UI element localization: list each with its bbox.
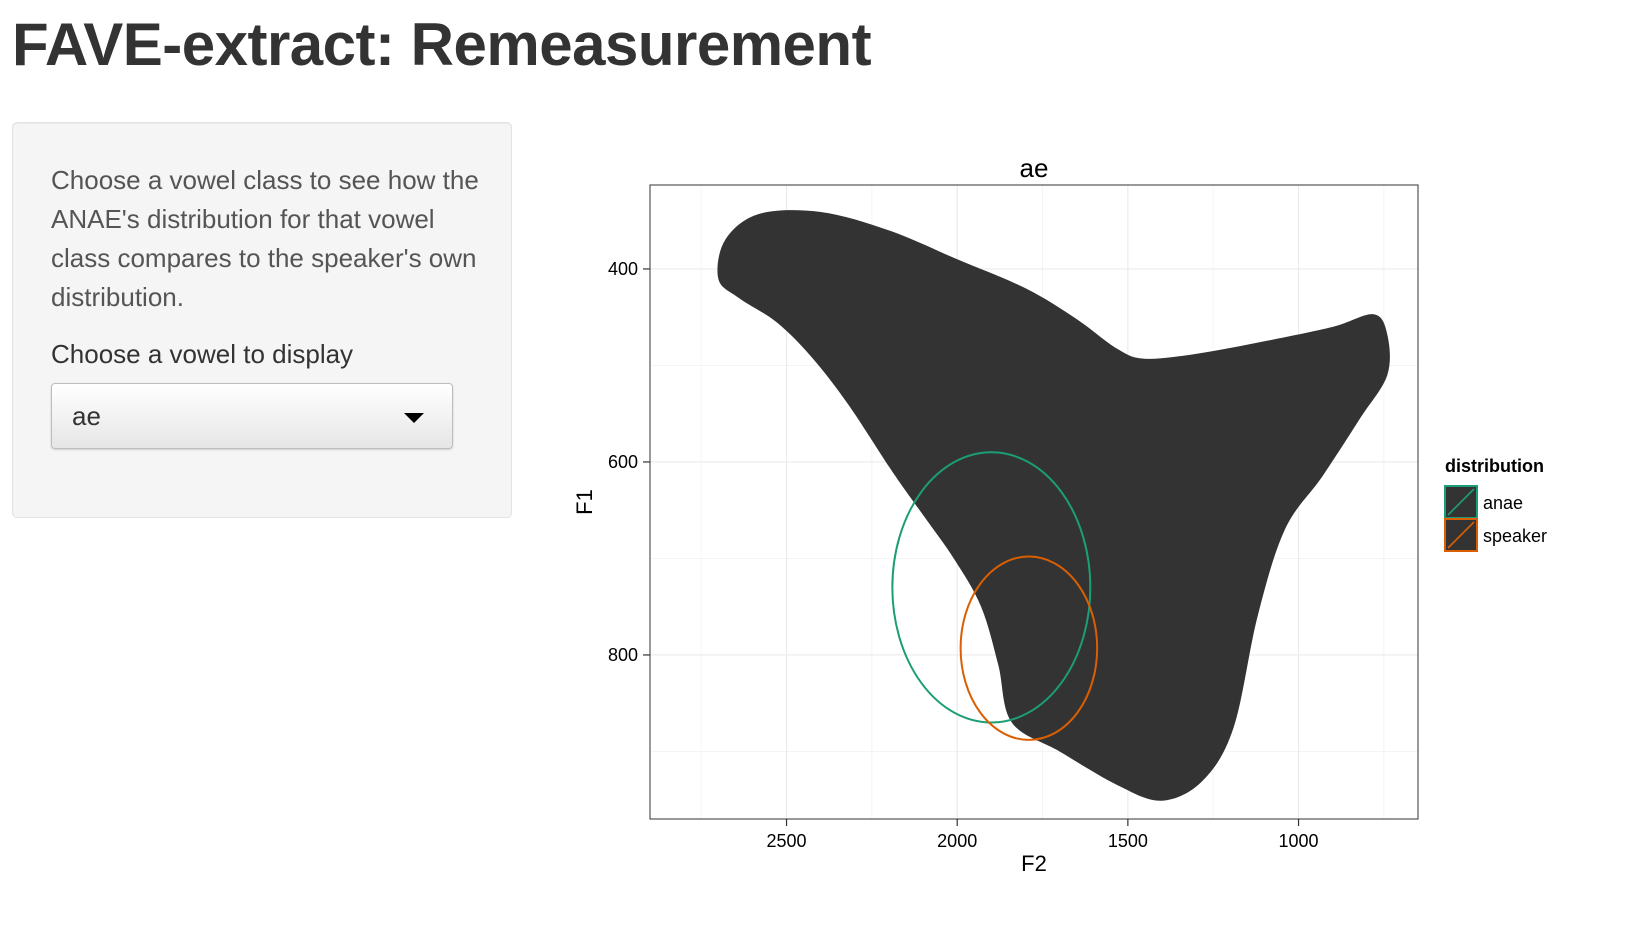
y-tick-label: 400 (608, 259, 638, 279)
x-tick-label: 1000 (1279, 831, 1319, 851)
x-tick-label: 1500 (1108, 831, 1148, 851)
vowel-select[interactable]: ae (51, 383, 453, 449)
legend-title: distribution (1445, 456, 1544, 476)
help-text: Choose a vowel class to see how the ANAE… (51, 165, 479, 312)
legend-label-speaker: speaker (1483, 526, 1547, 546)
x-tick-label: 2500 (767, 831, 807, 851)
y-tick-label: 800 (608, 645, 638, 665)
legend: distribution anae speaker (1444, 456, 1547, 552)
legend-label-anae: anae (1483, 493, 1523, 513)
x-axis-label: F2 (1021, 851, 1047, 876)
y-tick-label: 600 (608, 452, 638, 472)
vowel-plot: 2500 2000 1500 1000 400 600 800 ae F2 F1 distr… (572, 153, 1547, 876)
sidebar-panel: Choose a vowel class to see how the ANAE… (12, 122, 512, 518)
chart-title: ae (1020, 153, 1049, 183)
x-tick-label: 2000 (937, 831, 977, 851)
ellipse-anae (891, 451, 1092, 724)
legend-key-line (1447, 521, 1475, 549)
page-title: FAVE-extract: Remeasurement (12, 11, 872, 78)
y-axis-label: F1 (572, 489, 597, 515)
density-region (717, 210, 1390, 801)
vowel-select-label: Choose a vowel to display (51, 339, 354, 369)
plot-panel-border (649, 184, 1419, 820)
legend-key-line (1447, 488, 1475, 516)
chevron-down-icon (404, 413, 424, 423)
vowel-select-value: ae (72, 401, 101, 431)
ellipse-speaker (959, 555, 1099, 741)
